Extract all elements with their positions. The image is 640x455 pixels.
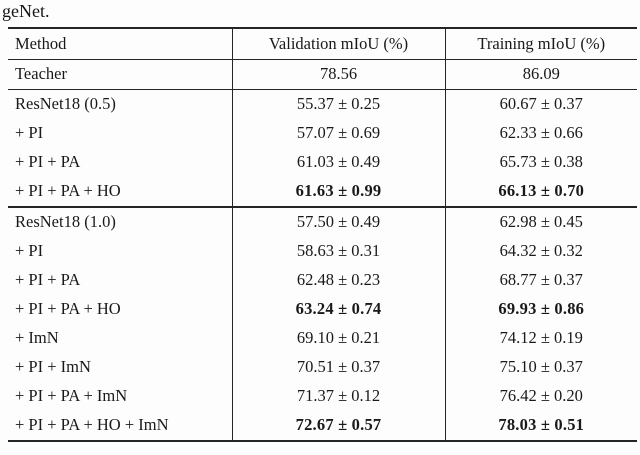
validation-miou-cell: 71.37 ± 0.12 [232,381,446,411]
training-miou-cell: 65.73 ± 0.38 [499,152,583,171]
table-row: + PI + PA + HO 63.24 ± 0.74 69.93 ± 0.86 [8,294,637,324]
method-cell: + ImN [8,323,233,353]
training-miou-cell: 68.77 ± 0.37 [499,270,583,289]
validation-miou-cell: 55.37 ± 0.25 [232,89,446,119]
method-cell: + PI [8,118,233,148]
table-caption-fragment: geNet. [2,1,50,21]
training-miou-cell: 62.98 ± 0.45 [499,212,583,231]
table-header-row: Method Validation mIoU (%) Training mIoU… [8,28,637,59]
validation-miou-cell: 61.03 ± 0.49 [232,147,446,177]
validation-miou-cell: 63.24 ± 0.74 [232,294,446,324]
validation-miou-cell: 62.48 ± 0.23 [232,265,446,295]
table-row: Teacher 78.56 86.09 [8,59,637,89]
training-miou-cell: 66.13 ± 0.70 [498,181,585,200]
validation-miou-cell: 61.63 ± 0.99 [232,176,446,207]
method-cell: + PI [8,236,233,266]
table-row: + PI 58.63 ± 0.31 64.32 ± 0.32 [8,236,637,266]
method-cell: + PI + PA + HO [8,294,233,324]
column-header-method: Method [8,28,233,59]
training-miou-cell: 64.32 ± 0.32 [499,241,583,260]
table-row: + PI + PA + ImN 71.37 ± 0.12 76.42 ± 0.20 [8,381,637,411]
table-row: ResNet18 (1.0) 57.50 ± 0.49 62.98 ± 0.45 [8,206,637,237]
method-cell: ResNet18 (0.5) [8,89,233,119]
training-miou-cell: 86.09 [522,64,560,83]
method-cell: + PI + PA + ImN [8,381,233,411]
validation-miou-cell: 57.07 ± 0.69 [232,118,446,148]
training-miou-cell: 60.67 ± 0.37 [499,94,583,113]
method-cell: ResNet18 (1.0) [8,206,233,237]
training-miou-cell: 74.12 ± 0.19 [499,328,583,347]
method-cell: + PI + PA [8,147,233,177]
table-row: + PI + ImN 70.51 ± 0.37 75.10 ± 0.37 [8,352,637,382]
validation-miou-cell: 70.51 ± 0.37 [232,352,446,382]
method-cell: + PI + PA + HO + ImN [8,410,233,441]
validation-miou-cell: 78.56 [232,59,446,89]
method-cell: Teacher [8,59,233,89]
table-row: + PI + PA 61.03 ± 0.49 65.73 ± 0.38 [8,147,637,177]
method-cell: + PI + PA + HO [8,176,233,207]
validation-miou-cell: 72.67 ± 0.57 [232,410,446,441]
column-header-validation-miou: Validation mIoU (%) [232,28,446,59]
column-header-training-miou: Training mIoU (%) [477,33,606,53]
validation-miou-cell: 57.50 ± 0.49 [232,206,446,237]
training-miou-cell: 76.42 ± 0.20 [499,386,583,405]
training-miou-cell: 75.10 ± 0.37 [499,357,583,376]
training-miou-cell: 62.33 ± 0.66 [499,123,583,142]
table-row: + PI + PA 62.48 ± 0.23 68.77 ± 0.37 [8,265,637,295]
results-table: Method Validation mIoU (%) Training mIoU… [8,27,637,442]
validation-miou-cell: 69.10 ± 0.21 [232,323,446,353]
method-cell: + PI + PA [8,265,233,295]
table-row: + PI 57.07 ± 0.69 62.33 ± 0.66 [8,118,637,148]
table-row: + PI + PA + HO + ImN 72.67 ± 0.57 78.03 ± … [8,410,637,441]
method-cell: + PI + ImN [8,352,233,382]
validation-miou-cell: 58.63 ± 0.31 [232,236,446,266]
table-body: Teacher 78.56 86.09 ResNet18 (0.5) 55.37 ± 0… [8,59,637,441]
training-miou-cell: 69.93 ± 0.86 [498,299,585,318]
table-row: ResNet18 (0.5) 55.37 ± 0.25 60.67 ± 0.37 [8,89,637,119]
table-row: + PI + PA + HO 61.63 ± 0.99 66.13 ± 0.70 [8,176,637,207]
training-miou-cell: 78.03 ± 0.51 [498,415,585,434]
table-row: + ImN 69.10 ± 0.21 74.12 ± 0.19 [8,323,637,353]
